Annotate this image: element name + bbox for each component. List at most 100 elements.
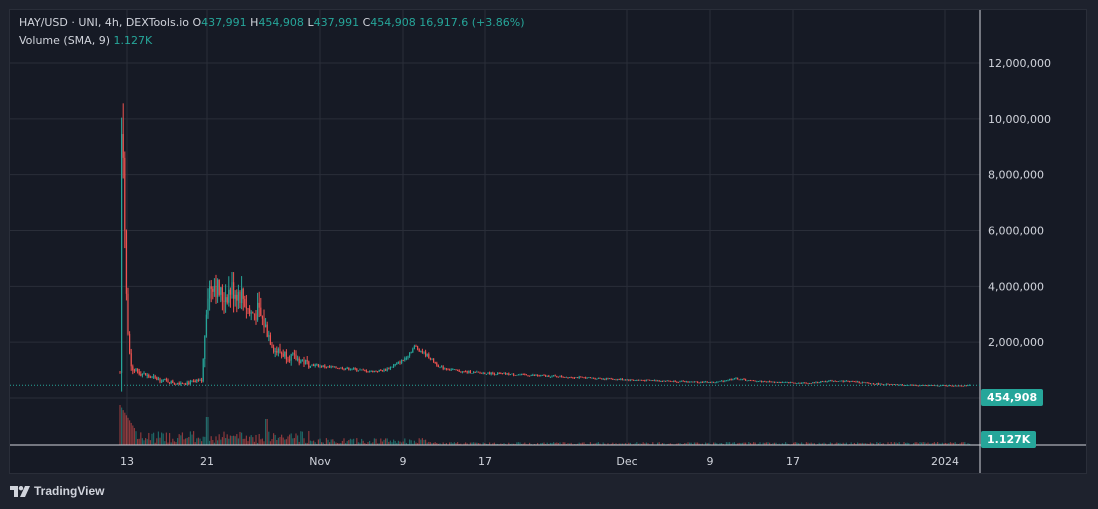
candle-body [897, 384, 899, 386]
candle-body [407, 355, 409, 358]
candle-body [527, 375, 529, 376]
candle-body [639, 379, 641, 381]
chart-area[interactable]: 12,000,000 10,000,000 8,000,000 6,000,000 4,… [9, 9, 1087, 474]
volume-bar [394, 440, 396, 445]
volume-bar [853, 442, 855, 445]
volume-bar [213, 442, 215, 445]
candle-body [610, 378, 612, 380]
candle-body [140, 374, 142, 376]
low-value: 437,991 [313, 16, 360, 29]
candle-body [513, 373, 515, 376]
candle-body [809, 383, 811, 385]
candle-body [591, 377, 593, 379]
candle-body [788, 382, 790, 384]
price-chart[interactable]: 12,000,000 10,000,000 8,000,000 6,000,000 4,… [10, 10, 1087, 474]
candle-body [860, 382, 862, 384]
candle-body [751, 380, 753, 382]
volume-bar [855, 443, 857, 445]
volume-bar [172, 438, 174, 445]
candle-body [119, 372, 121, 374]
candle-body [703, 381, 705, 383]
volume-bar [365, 443, 367, 445]
candle-body [282, 353, 284, 357]
candle-body [713, 381, 715, 383]
candle-body [777, 381, 779, 383]
candle-body [612, 379, 614, 380]
symbol-title[interactable]: HAY/USD · UNI, 4h, DEXTools.io [19, 16, 189, 29]
candle-body [837, 381, 839, 383]
candle-body [714, 382, 716, 384]
volume-bar [245, 435, 247, 445]
volume-bar [922, 442, 924, 445]
candle-body [324, 365, 326, 368]
volume-bar [322, 442, 324, 445]
volume-bar [615, 443, 617, 445]
candle-body [652, 380, 654, 382]
candle-body [775, 381, 777, 383]
tradingview-logo[interactable]: TradingView [10, 484, 104, 498]
candle-body [940, 385, 942, 387]
candle-body [325, 367, 327, 368]
candle-body [369, 371, 371, 373]
candle-body [733, 378, 735, 380]
volume-bar [119, 405, 121, 445]
candle-body [445, 368, 447, 370]
volume-bar [725, 442, 727, 445]
candle-body [959, 385, 961, 387]
x-tick-label: 17 [478, 455, 492, 468]
candle-body [124, 157, 126, 231]
volume-bar [449, 442, 451, 445]
candle-body [812, 382, 814, 384]
candles [119, 103, 971, 392]
candle-body [761, 380, 763, 382]
candle-body [564, 377, 566, 378]
volume-bar [641, 443, 643, 445]
candle-body [690, 381, 692, 383]
candle-body [257, 302, 259, 320]
volume-bar [583, 442, 585, 445]
candle-body [537, 375, 539, 376]
volume-bar [825, 443, 827, 445]
volume-bar [607, 443, 609, 445]
volume-bar [247, 441, 249, 445]
volume-bar [386, 438, 388, 445]
volume-bar [807, 442, 809, 445]
volume-bar [329, 442, 331, 445]
volume-legend[interactable]: Volume (SMA, 9) 1.127K [19, 34, 152, 48]
volume-bar [473, 442, 475, 445]
candle-body [449, 369, 451, 371]
volume-bar [239, 431, 241, 445]
volume-bar [823, 442, 825, 445]
volume-bar [716, 443, 718, 445]
candle-body [589, 377, 591, 379]
candle-body [461, 371, 463, 373]
candle-body [572, 377, 574, 379]
candle-body [813, 382, 815, 384]
volume-bar [732, 442, 734, 445]
candle-body [180, 383, 182, 385]
volume-bar [802, 443, 804, 445]
volume-bar [860, 443, 862, 445]
candle-body [258, 302, 260, 308]
volume-bar [663, 443, 665, 445]
candle-body [597, 378, 599, 379]
candle-body [833, 380, 835, 382]
volume-bar [399, 441, 401, 445]
volume-bar [645, 442, 647, 445]
volume-bar [637, 443, 639, 445]
candle-body [409, 352, 411, 356]
candle-body [551, 376, 553, 377]
tradingview-icon [10, 485, 30, 497]
volume-bar [861, 442, 863, 445]
candle-body [711, 381, 713, 383]
volume-bar [687, 442, 689, 445]
volume-bar [301, 431, 303, 445]
volume-bar [511, 443, 513, 445]
volume-bar [340, 443, 342, 445]
candle-body [533, 374, 535, 376]
candle-body [322, 365, 324, 367]
candle-body [877, 383, 879, 385]
volume-bar [591, 443, 593, 445]
volume-bar [652, 442, 654, 445]
volume-bar [148, 432, 150, 445]
